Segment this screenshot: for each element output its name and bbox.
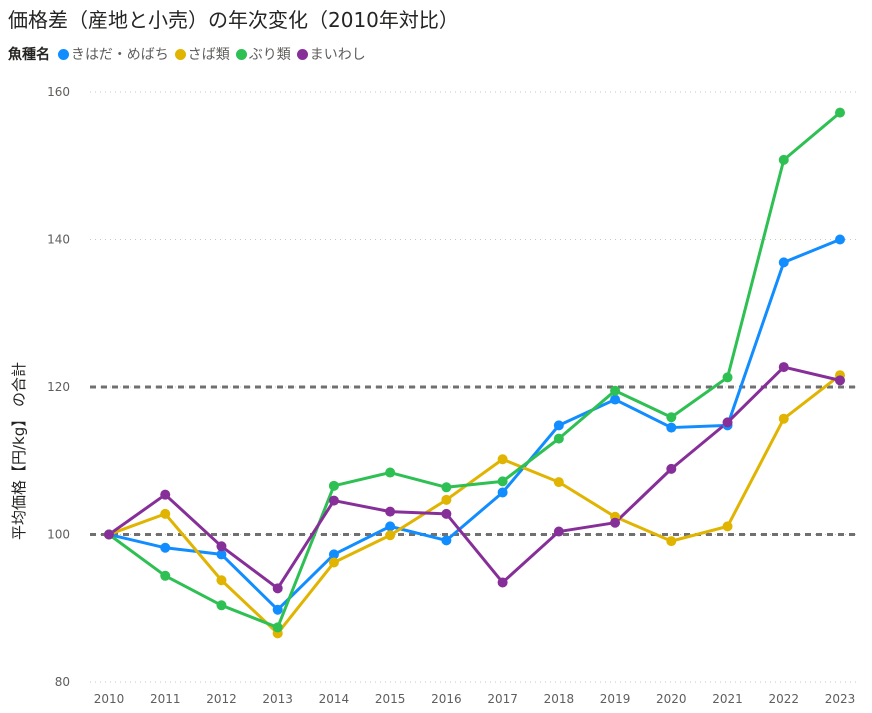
- legend-item[interactable]: ぶり類: [235, 44, 291, 64]
- legend-marker-icon: [296, 48, 308, 60]
- data-point: [272, 583, 283, 594]
- legend: 魚種名 きはだ・めばち さば類 ぶり類 まいわし: [8, 44, 372, 64]
- legend-marker-icon: [174, 48, 186, 60]
- data-point: [216, 541, 227, 552]
- legend-title: 魚種名: [8, 47, 50, 63]
- data-point: [553, 526, 564, 537]
- data-point: [835, 234, 845, 245]
- x-tick-label: 2012: [206, 692, 237, 706]
- data-point: [216, 600, 227, 611]
- y-tick-label: 160: [47, 85, 70, 99]
- y-tick-label: 80: [55, 675, 70, 689]
- data-point: [835, 375, 845, 386]
- legend-label: さば類: [187, 47, 230, 63]
- data-point: [385, 521, 396, 532]
- data-point: [497, 577, 508, 588]
- x-tick-label: 2015: [375, 692, 406, 706]
- data-point: [778, 257, 789, 268]
- data-point: [553, 433, 564, 444]
- data-point: [553, 420, 564, 431]
- x-tick-label: 2019: [600, 692, 631, 706]
- data-point: [666, 422, 677, 433]
- legend-item[interactable]: きはだ・めばち: [58, 44, 169, 64]
- data-point: [272, 604, 283, 615]
- chart-title: 価格差（産地と小売）の年次変化（2010年対比）: [8, 8, 459, 32]
- x-tick-label: 2014: [319, 692, 350, 706]
- x-tick-label: 2016: [431, 692, 462, 706]
- data-point: [441, 535, 452, 546]
- data-point: [160, 508, 171, 519]
- y-tick-label: 120: [47, 380, 70, 394]
- data-point: [778, 362, 789, 373]
- data-point: [216, 575, 227, 586]
- x-tick-label: 2018: [544, 692, 575, 706]
- data-point: [497, 476, 508, 487]
- data-point: [272, 622, 283, 633]
- data-point: [441, 494, 452, 505]
- data-point: [328, 480, 339, 491]
- data-point: [666, 412, 677, 423]
- data-point: [497, 454, 508, 465]
- data-point: [666, 463, 677, 474]
- data-point: [722, 372, 733, 383]
- data-point: [610, 394, 621, 405]
- data-point: [610, 385, 621, 396]
- x-tick-label: 2022: [768, 692, 799, 706]
- x-tick-label: 2020: [656, 692, 687, 706]
- y-tick-label: 100: [47, 528, 70, 542]
- data-point: [497, 487, 508, 498]
- series-line: [108, 374, 841, 635]
- x-tick-label: 2023: [825, 692, 856, 706]
- legend-item[interactable]: まいわし: [296, 44, 366, 64]
- x-tick-label: 2013: [262, 692, 293, 706]
- data-point: [778, 154, 789, 165]
- x-tick-label: 2011: [150, 692, 181, 706]
- legend-label: きはだ・めばち: [71, 47, 169, 63]
- data-point: [160, 542, 171, 553]
- data-point: [328, 557, 339, 568]
- data-point: [610, 517, 621, 528]
- data-point: [385, 530, 396, 541]
- series-line: [108, 365, 841, 590]
- series-line: [108, 238, 841, 612]
- x-tick-label: 2017: [487, 692, 518, 706]
- data-point: [778, 413, 789, 424]
- legend-item[interactable]: さば類: [174, 44, 230, 64]
- data-point: [835, 107, 845, 118]
- data-point: [160, 570, 171, 581]
- data-point: [328, 549, 339, 560]
- x-tick-label: 2010: [94, 692, 125, 706]
- data-point: [722, 417, 733, 428]
- data-point: [104, 529, 114, 540]
- x-tick-label: 2021: [712, 692, 743, 706]
- y-tick-label: 140: [47, 233, 70, 247]
- data-point: [160, 489, 171, 500]
- legend-label: まいわし: [309, 47, 366, 63]
- data-point: [553, 477, 564, 488]
- series-line: [108, 111, 841, 629]
- legend-marker-icon: [58, 48, 69, 60]
- data-point: [328, 495, 339, 506]
- data-point: [441, 482, 452, 493]
- legend-marker-icon: [235, 48, 247, 60]
- data-point: [441, 508, 452, 519]
- legend-label: ぶり類: [248, 47, 291, 63]
- data-point: [385, 467, 396, 478]
- data-point: [666, 536, 677, 547]
- data-point: [216, 549, 227, 560]
- data-point: [722, 521, 733, 532]
- data-point: [385, 506, 396, 517]
